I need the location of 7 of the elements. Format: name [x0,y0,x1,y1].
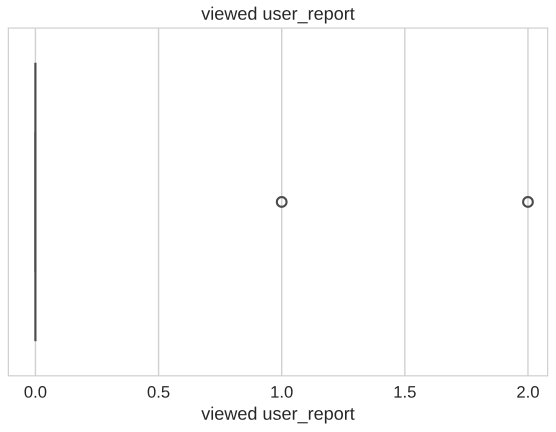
x-tick-label: 0.5 [148,386,170,398]
x-tick-label: 0.0 [24,386,46,398]
x-tick-label: 1.0 [271,386,293,398]
chart-title: viewed user_report [201,6,355,24]
x-tick-label: 1.5 [394,386,416,398]
x-tick-label: 2.0 [517,386,539,398]
x-axis-title: viewed user_report [201,406,355,424]
